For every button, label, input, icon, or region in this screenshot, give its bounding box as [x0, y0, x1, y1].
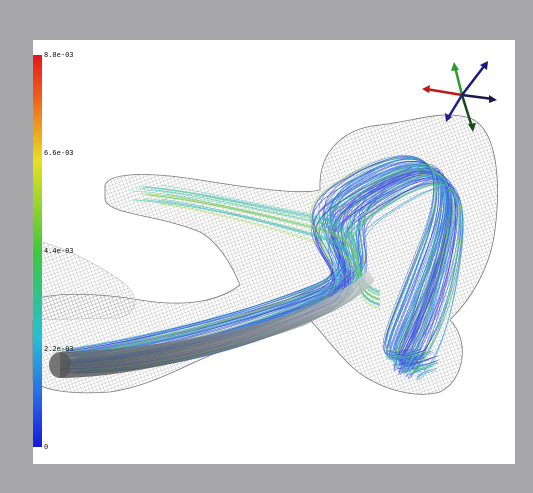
streamline [79, 158, 437, 358]
streamline [129, 190, 381, 296]
streamline [161, 185, 381, 291]
streamline [71, 161, 440, 358]
axis-arrow [446, 94, 464, 119]
catheter-tip [49, 352, 71, 378]
axis-arrow [461, 64, 486, 96]
colorbar-labels: 8.8e-03 6.6e-03 4.4e-03 2.2e-03 0 [44, 51, 74, 451]
catheter-body [60, 270, 375, 378]
colorbar [33, 55, 42, 447]
colorbar-label: 6.6e-03 [44, 149, 74, 157]
streamline [142, 189, 381, 295]
streamline [63, 164, 442, 360]
axis-triad [422, 61, 497, 132]
arrowhead [451, 62, 459, 71]
streamline [77, 172, 449, 368]
vessel-branch [32, 239, 136, 321]
axis-arrow [453, 66, 464, 96]
streamline [74, 160, 442, 359]
colorbar-label: 0 [44, 443, 48, 451]
axis-arrow [460, 94, 474, 128]
arrowhead [445, 113, 452, 122]
streamline [161, 188, 381, 294]
colorbar-label: 8.8e-03 [44, 51, 74, 59]
streamline [64, 165, 443, 363]
axis-arrow [461, 93, 494, 101]
arrowhead [480, 61, 488, 70]
colorbar-label: 2.2e-03 [44, 345, 74, 353]
catheter [49, 270, 375, 378]
colorbar-label: 4.4e-03 [44, 247, 74, 255]
arrowhead [489, 95, 497, 103]
arrowhead [422, 85, 430, 93]
axis-arrow [425, 87, 463, 97]
streamline [66, 155, 435, 356]
arrowhead [468, 123, 476, 132]
